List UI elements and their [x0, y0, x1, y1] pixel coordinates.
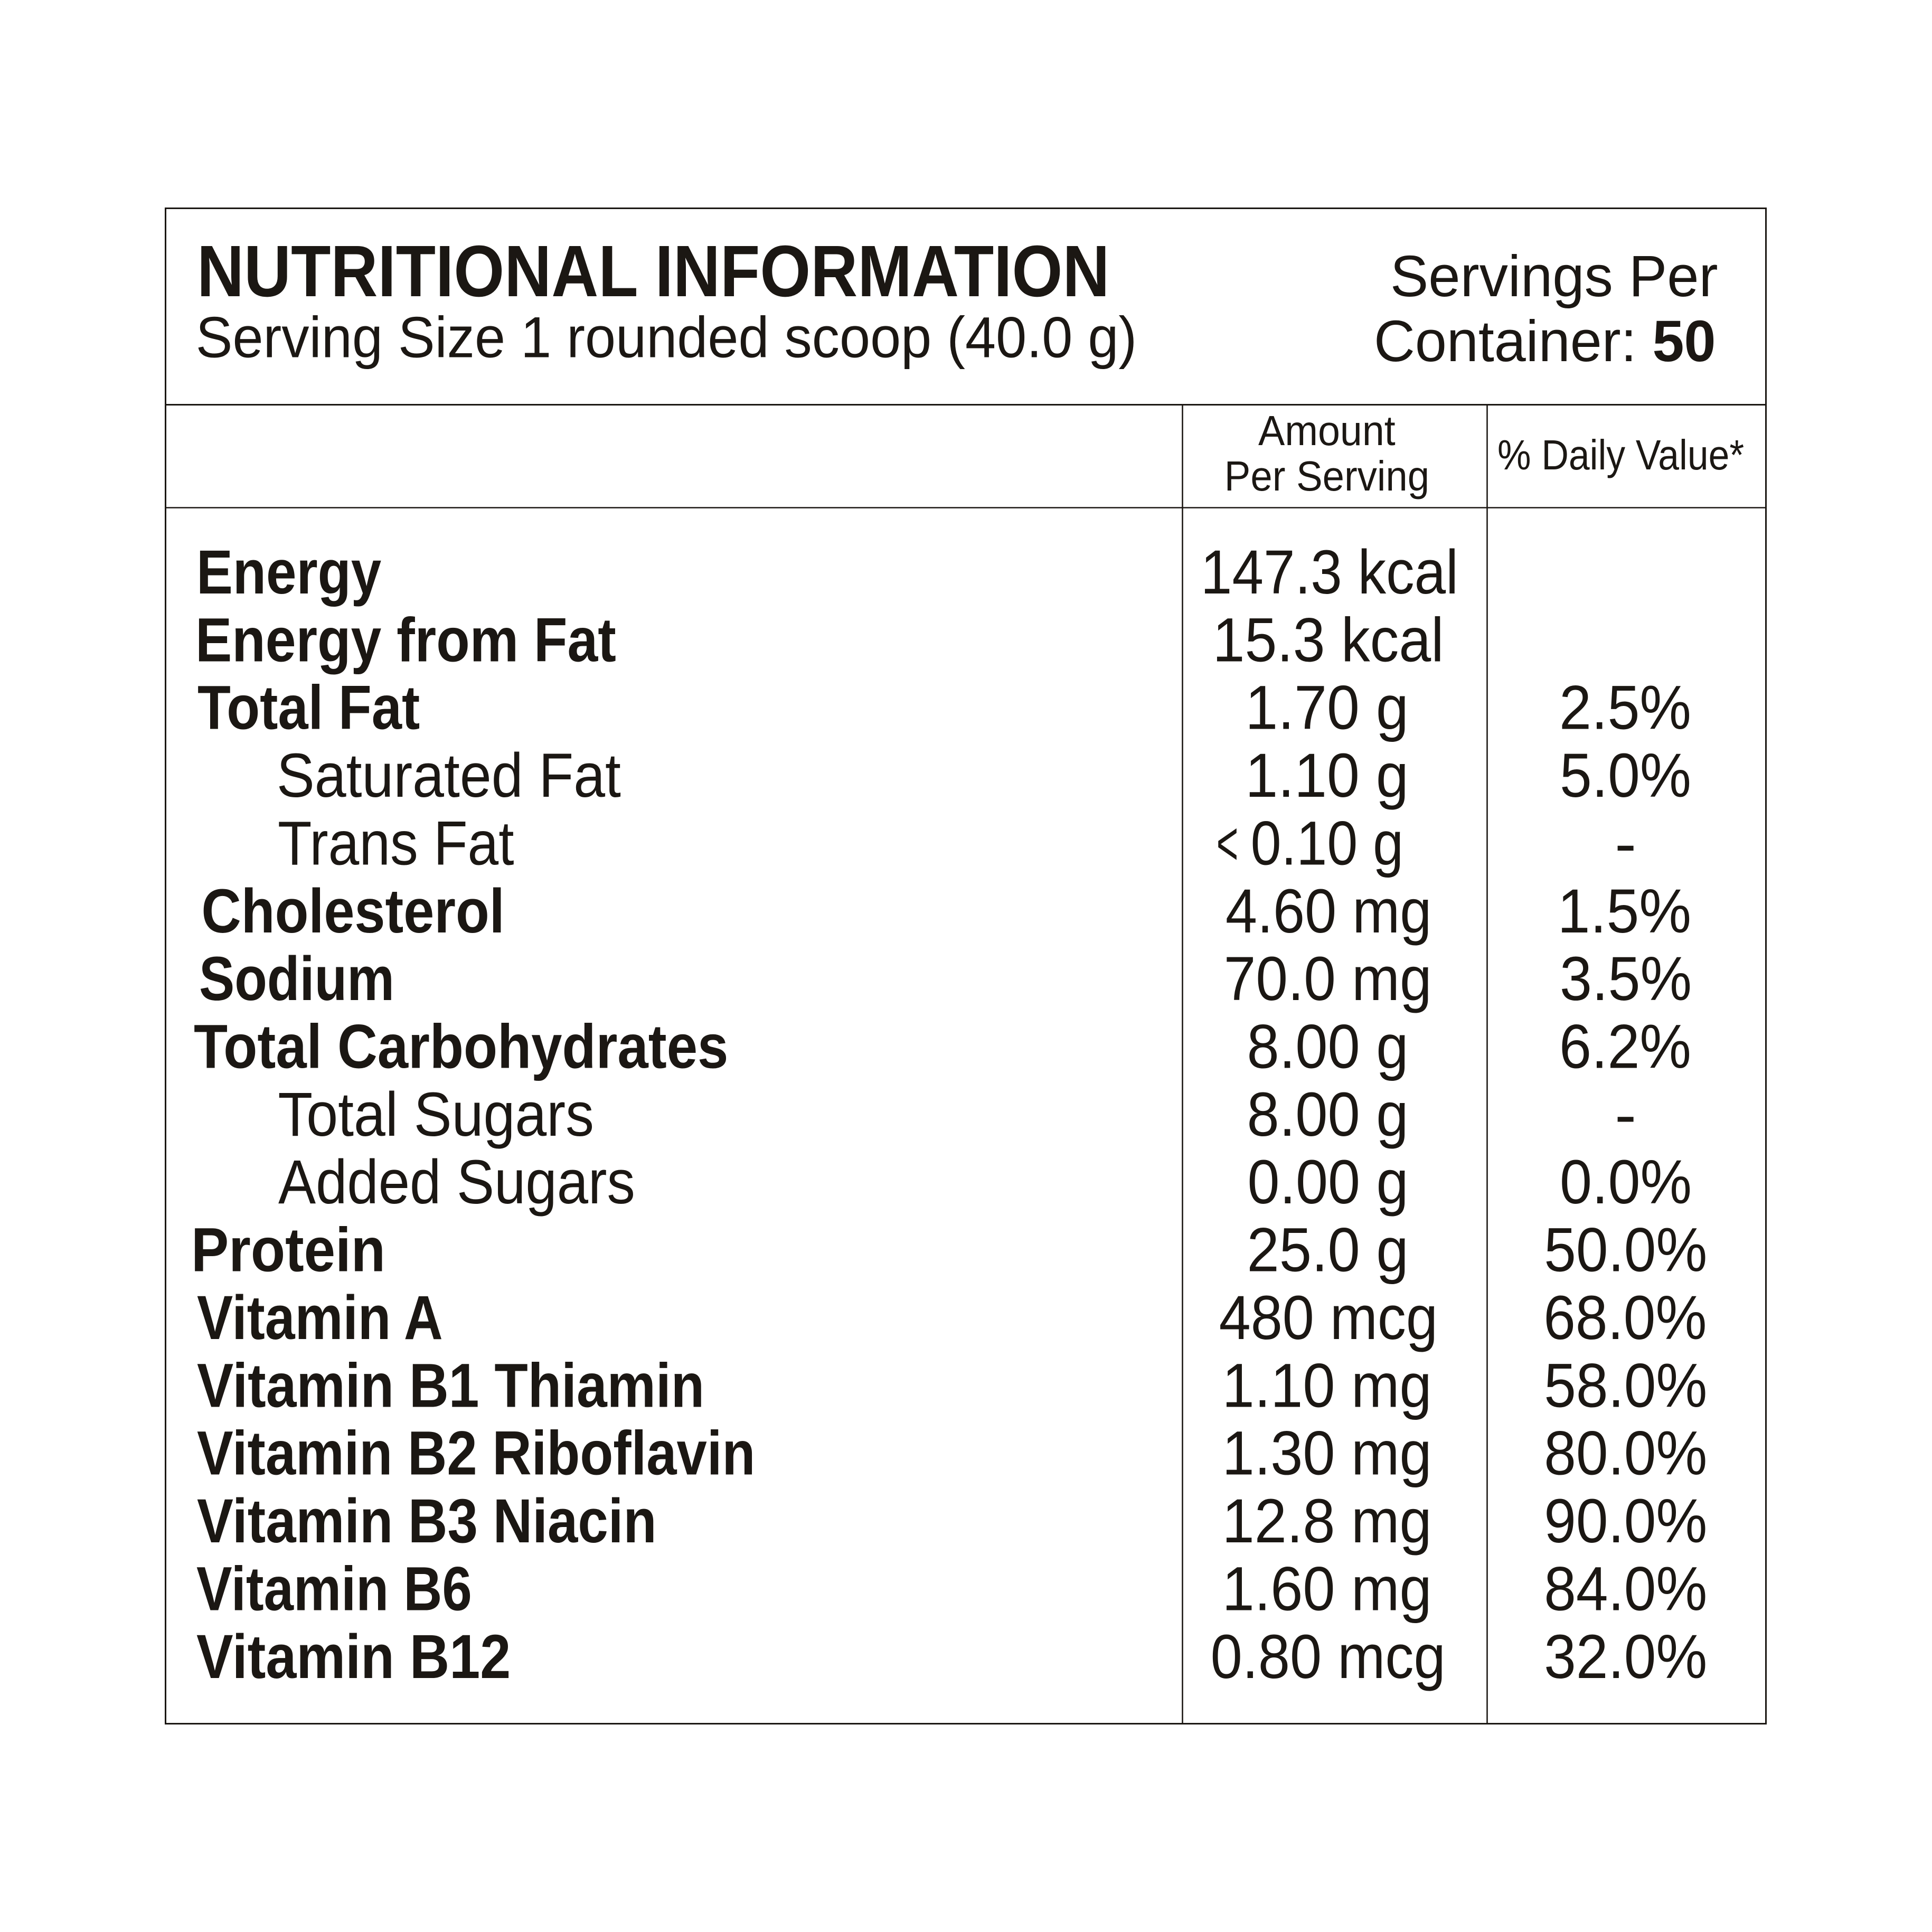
svg-text:1.30 mg: 1.30 mg: [1222, 1419, 1432, 1488]
svg-text:Cholesterol: Cholesterol: [201, 876, 504, 946]
svg-text:Vitamin B6: Vitamin B6: [196, 1554, 472, 1624]
svg-text:Added Sugars: Added Sugars: [278, 1147, 635, 1217]
svg-text:0.10 g: 0.10 g: [1251, 808, 1403, 878]
svg-text:68.0%: 68.0%: [1543, 1283, 1707, 1353]
svg-text:0.00 g: 0.00 g: [1248, 1148, 1409, 1218]
svg-text:4.60 mg: 4.60 mg: [1226, 876, 1432, 945]
svg-text:58.0%: 58.0%: [1544, 1351, 1707, 1420]
svg-text:90.0%: 90.0%: [1544, 1486, 1707, 1556]
svg-text:5.0%: 5.0%: [1560, 741, 1691, 811]
svg-text:Serving Size 1 rounded scoop (: Serving Size 1 rounded scoop (40.0 g): [196, 305, 1137, 370]
svg-text:Servings Per: Servings Per: [1390, 244, 1718, 309]
svg-text:1.10 mg: 1.10 mg: [1222, 1351, 1432, 1420]
svg-text:1.70 g: 1.70 g: [1245, 673, 1408, 743]
svg-text:3.5%: 3.5%: [1560, 945, 1692, 1014]
svg-text:8.00 g: 8.00 g: [1247, 1012, 1409, 1081]
svg-text:Vitamin A: Vitamin A: [197, 1283, 443, 1352]
svg-text:80.0%: 80.0%: [1544, 1419, 1707, 1488]
svg-text:50.0%: 50.0%: [1544, 1215, 1707, 1285]
svg-text:12.8 mg: 12.8 mg: [1222, 1486, 1432, 1556]
svg-text:147.3 kcal: 147.3 kcal: [1201, 537, 1458, 607]
svg-text:% Daily Value*: % Daily Value*: [1497, 431, 1744, 479]
svg-text:0.80 mcg: 0.80 mcg: [1211, 1622, 1446, 1691]
svg-text:480 mcg: 480 mcg: [1219, 1283, 1438, 1352]
svg-text:Saturated Fat: Saturated Fat: [277, 741, 621, 811]
svg-text:2.5%: 2.5%: [1559, 673, 1691, 743]
svg-text:Vitamin B3 Niacin: Vitamin B3 Niacin: [197, 1487, 657, 1556]
svg-text:-: -: [1615, 808, 1636, 878]
svg-text:<: <: [1217, 808, 1239, 878]
svg-text:32.0%: 32.0%: [1544, 1622, 1707, 1692]
svg-text:Total Fat: Total Fat: [197, 673, 420, 742]
svg-text:0.0%: 0.0%: [1560, 1148, 1692, 1218]
svg-text:1.60 mg: 1.60 mg: [1222, 1554, 1432, 1624]
svg-text:Vitamin B2 Riboflavin: Vitamin B2 Riboflavin: [197, 1419, 755, 1488]
svg-text:70.0 mg: 70.0 mg: [1224, 944, 1432, 1014]
svg-text:Amount: Amount: [1258, 408, 1396, 455]
svg-text:Per Serving: Per Serving: [1224, 453, 1429, 500]
svg-text:Total Carbohydrates: Total Carbohydrates: [194, 1012, 728, 1081]
svg-text:1.5%: 1.5%: [1558, 877, 1691, 946]
svg-text:84.0%: 84.0%: [1544, 1554, 1707, 1624]
svg-text:Sodium: Sodium: [199, 945, 394, 1014]
svg-text:Vitamin B1 Thiamin: Vitamin B1 Thiamin: [197, 1350, 704, 1420]
svg-text:Trans Fat: Trans Fat: [278, 808, 514, 878]
svg-text:Container: 50: Container: 50: [1374, 309, 1716, 374]
svg-text:Protein: Protein: [191, 1215, 385, 1285]
svg-text:Vitamin B12: Vitamin B12: [196, 1622, 511, 1691]
svg-text:-: -: [1615, 1079, 1636, 1149]
svg-text:15.3 kcal: 15.3 kcal: [1213, 606, 1444, 675]
svg-text:Energy from Fat: Energy from Fat: [195, 605, 616, 675]
svg-text:8.00 g: 8.00 g: [1247, 1080, 1409, 1149]
svg-text:Total Sugars: Total Sugars: [278, 1079, 594, 1149]
svg-text:NUTRITIONAL INFORMATION: NUTRITIONAL INFORMATION: [197, 231, 1109, 312]
svg-text:25.0 g: 25.0 g: [1247, 1215, 1408, 1285]
svg-text:Energy: Energy: [196, 538, 382, 607]
svg-text:1.10 g: 1.10 g: [1245, 741, 1408, 811]
svg-text:6.2%: 6.2%: [1559, 1012, 1691, 1082]
